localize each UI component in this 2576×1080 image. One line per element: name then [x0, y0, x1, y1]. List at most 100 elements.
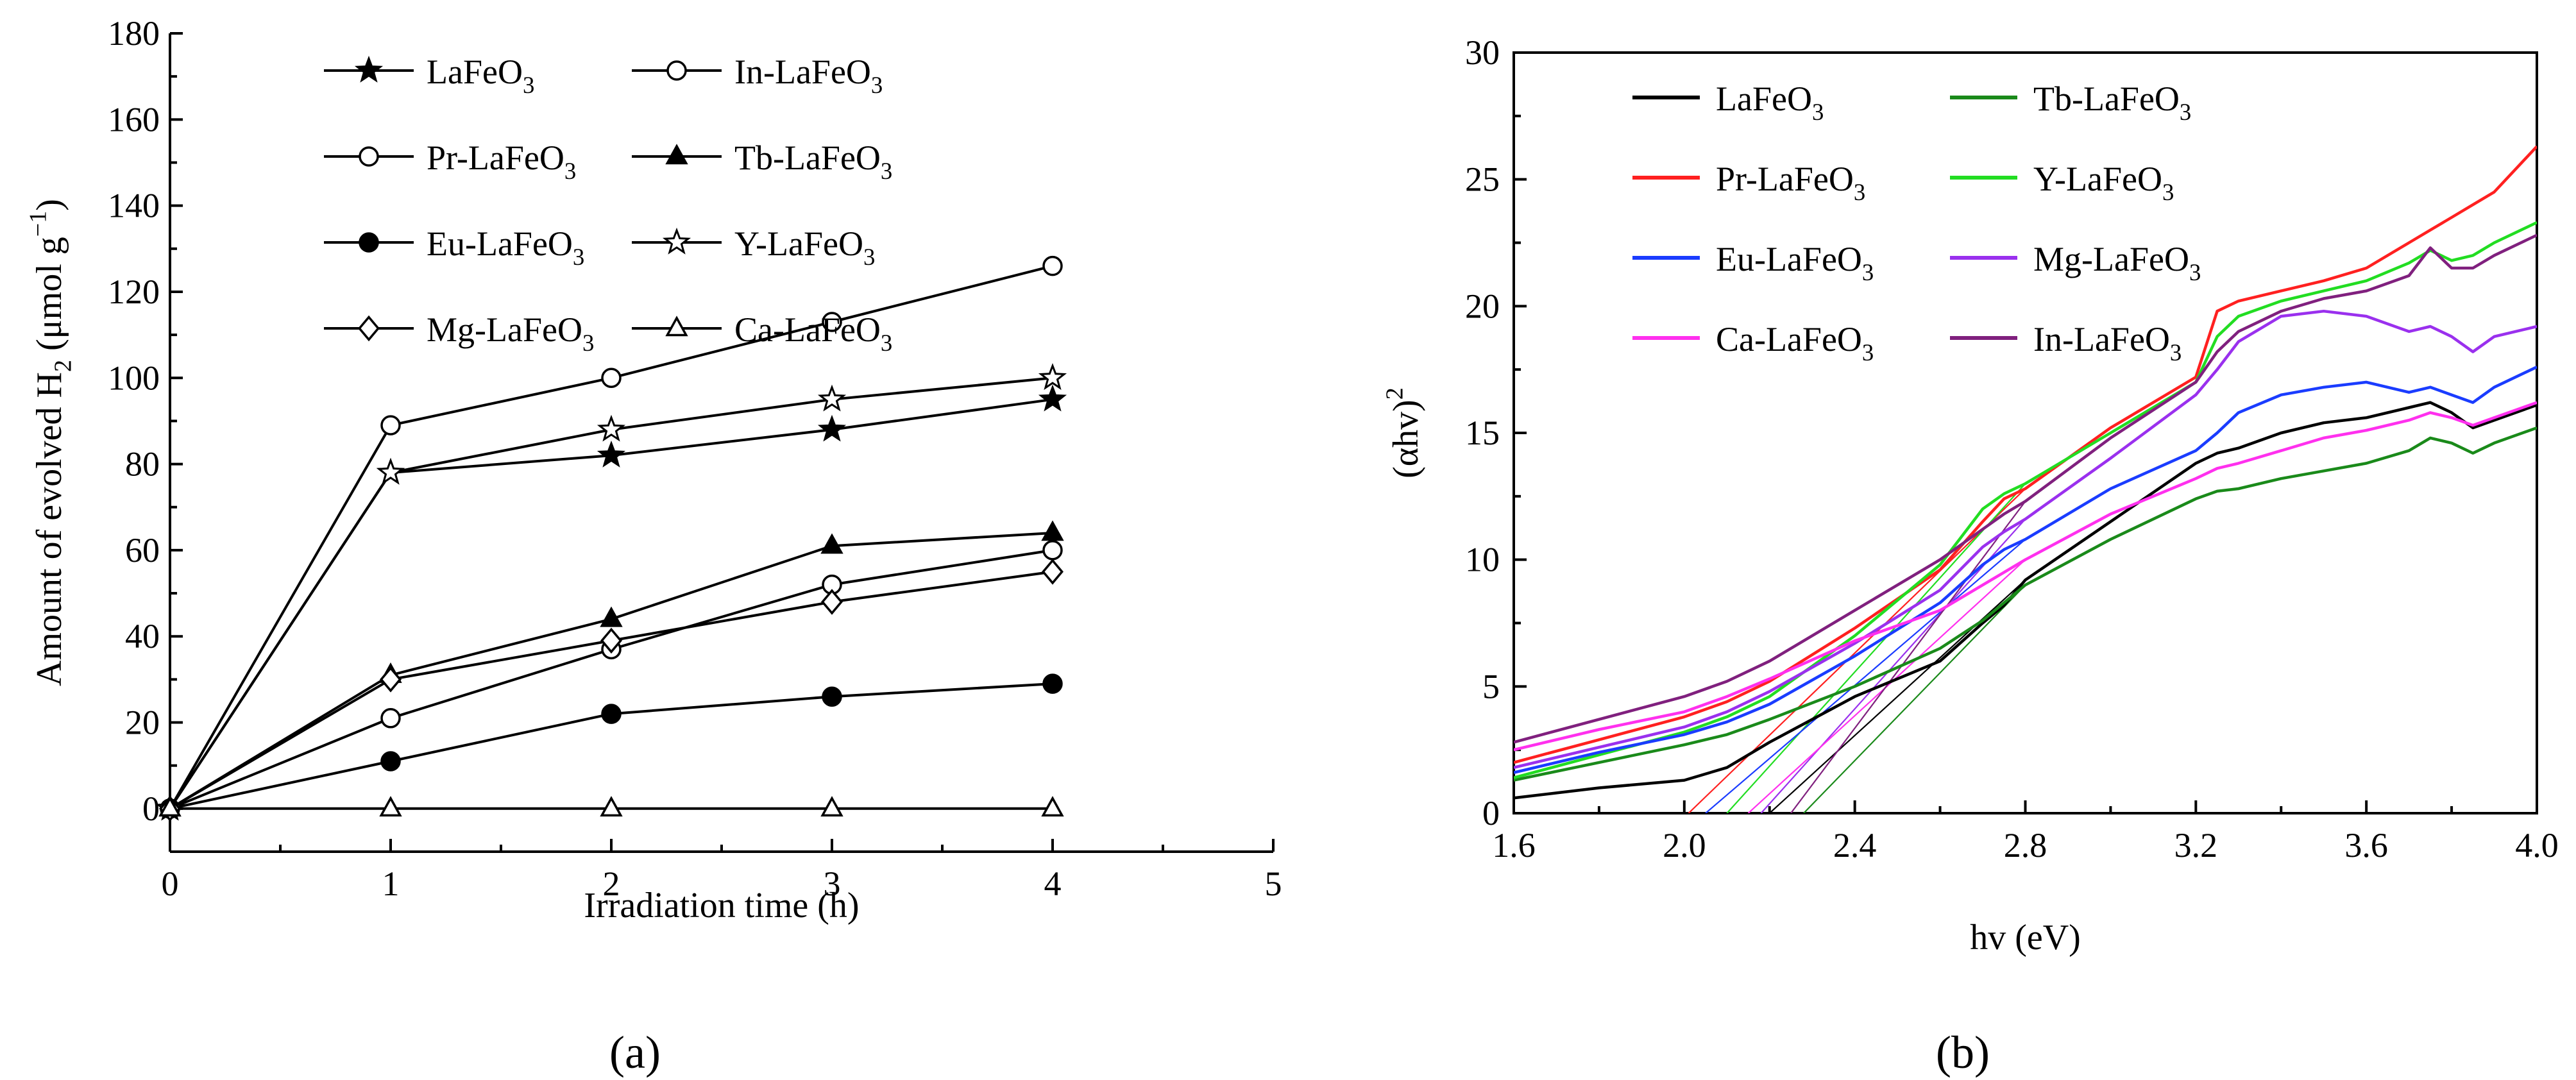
x-tick-label: 2.4 [1833, 826, 1877, 865]
legend-label: In-LaFeO3​ [2033, 320, 2182, 366]
y-tick-label: 180 [108, 14, 160, 53]
x-tick-label: 2 [603, 865, 620, 903]
y-tick-label: 40 [125, 617, 160, 655]
y-tick-label: 0 [1482, 794, 1500, 832]
panel-b: (b) 1.6 2.0 2.4 2.8 3.2 3.6 4.0 0 5 10 15 20 25 30 hv … [1381, 33, 2558, 1078]
tangent-line [1705, 539, 2026, 813]
y-axis-title: Amount of evolved H2​ (μmol g−1​) [24, 199, 76, 686]
data-point [1038, 384, 1067, 412]
legend-marker [666, 60, 687, 81]
data-point [1038, 363, 1067, 391]
tangent-line [1769, 579, 2026, 813]
data-point [379, 796, 402, 817]
tangent-line [1790, 501, 2026, 813]
x-tick-label: 1.6 [1492, 826, 1536, 865]
y-axis-title: (αhv)2​ [1381, 387, 1426, 478]
legend-label: LaFeO3​ [427, 53, 534, 98]
x-tick-label: 2.0 [1663, 826, 1706, 865]
legend-marker [359, 146, 379, 167]
legend-marker [665, 316, 688, 337]
data-point [822, 686, 842, 707]
y-tick-label: 120 [108, 273, 160, 311]
series-line [1514, 145, 2537, 764]
legend-label: In-LaFeO3​ [734, 53, 883, 98]
y-tick-label: 160 [108, 100, 160, 139]
y-tick-label: 20 [1465, 287, 1500, 325]
y-tick-label: 80 [125, 445, 160, 484]
data-point [817, 414, 847, 442]
plot-area [1514, 145, 2537, 813]
tangent-line [1688, 488, 2026, 813]
data-point [380, 751, 401, 772]
x-tick-label: 5 [1265, 865, 1282, 903]
y-tick-label: 5 [1482, 667, 1500, 705]
series-line [1514, 426, 2537, 782]
series-line [1514, 366, 2537, 774]
data-point [597, 414, 626, 442]
legend-label: Eu-LaFeO3​ [1716, 240, 1874, 285]
data-point [600, 627, 622, 654]
series-line [1514, 309, 2537, 769]
legend-label: Mg-LaFeO3​ [427, 310, 594, 356]
legend-marker [354, 55, 384, 83]
legend-label: Y-LaFeO3​ [734, 224, 875, 270]
data-point [158, 796, 182, 817]
data-point [1041, 796, 1064, 817]
data-point [1042, 559, 1063, 585]
legend-label: Pr-LaFeO3​ [1716, 160, 1865, 205]
x-tick-label: 3.6 [2344, 826, 2388, 865]
data-point [1042, 673, 1063, 694]
x-tick-label: 4 [1044, 865, 1062, 903]
series-line [169, 682, 1053, 810]
data-point [601, 367, 622, 389]
series-line [1514, 401, 2537, 800]
x-axis-title: hv (eV) [1970, 918, 2081, 958]
y-tick-label: 15 [1465, 414, 1500, 452]
series-line [169, 532, 1053, 810]
x-axis-title: Irradiation time (h) [584, 886, 859, 925]
y-tick-label: 20 [125, 704, 160, 742]
y-tick-label: 10 [1465, 541, 1500, 579]
data-point [600, 606, 623, 627]
legend-label: Tb-LaFeO3​ [734, 139, 892, 184]
chart-a: 0 1 2 3 4 5 0 20 40 60 80 100 120 140 160 180 Irradiatio… [24, 14, 1282, 925]
data-point [821, 589, 843, 615]
x-tick-label: 4.0 [2515, 826, 2559, 865]
panel-a-label: (a) [609, 1027, 661, 1078]
data-point [817, 384, 847, 412]
series-line [1514, 233, 2537, 744]
panel-b-label: (b) [1936, 1027, 1990, 1078]
x-tick-label: 3.2 [2174, 826, 2218, 865]
data-point [597, 440, 626, 468]
legend-label: Mg-LaFeO3​ [2033, 240, 2201, 285]
data-point [1041, 520, 1064, 541]
data-point [1042, 540, 1063, 561]
legend-label: Pr-LaFeO3​ [427, 139, 576, 184]
legend-marker [662, 227, 691, 255]
legend-marker [665, 144, 688, 165]
data-point [380, 666, 402, 693]
legend-label: Ca-LaFeO3​ [734, 310, 892, 356]
legend-label: Eu-LaFeO3​ [427, 224, 584, 270]
plot-frame [1513, 51, 2538, 814]
legend-label: Y-LaFeO3​ [2033, 160, 2174, 205]
y-tick-label: 140 [108, 187, 160, 225]
data-point [380, 415, 401, 435]
x-tick-label: 3 [824, 865, 841, 903]
data-point [600, 796, 623, 817]
tangent-line [1760, 518, 2026, 813]
data-point [380, 708, 401, 729]
data-point [822, 312, 842, 332]
data-point [376, 457, 405, 485]
y-tick-label: 30 [1465, 33, 1500, 72]
tangent-line [1803, 584, 2026, 813]
y-tick-label: 60 [125, 531, 160, 570]
y-tick-label: 100 [108, 359, 160, 397]
legend-marker [358, 315, 380, 342]
legend-marker [359, 232, 379, 253]
y-tick-label: 0 [142, 789, 160, 828]
tangent-line [1726, 483, 2026, 813]
x-tick-label: 1 [382, 865, 400, 903]
legend-label: Ca-LaFeO3​ [1716, 320, 1874, 366]
